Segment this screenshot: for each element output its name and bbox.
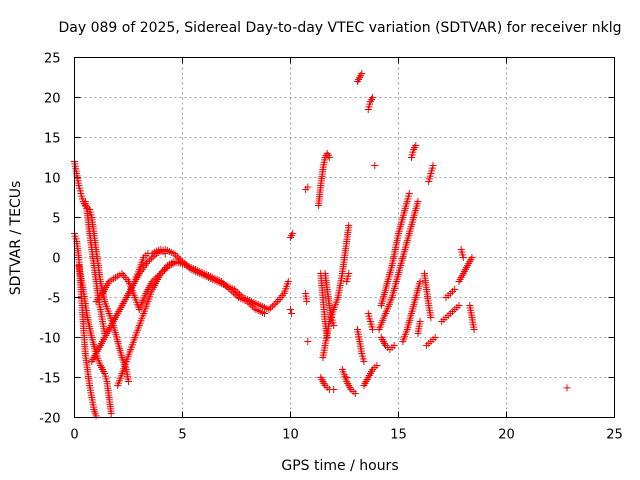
grid [74, 57, 615, 418]
data-point-marker [284, 278, 292, 285]
data-point-marker [360, 358, 368, 365]
data-point-marker [221, 281, 229, 289]
data-point-marker [330, 386, 338, 393]
x-tick-label: 15 [390, 428, 407, 443]
tick-labels: 0 5 10 15 20 25 -20 -15 -10 -5 0 5 10 15 20 25 [39, 52, 623, 443]
data-point-marker [223, 282, 231, 290]
data-point-marker [414, 198, 422, 205]
data-point-marker [416, 278, 424, 285]
data-point-marker [412, 142, 420, 149]
x-tick-label: 20 [498, 428, 515, 443]
data-point-marker [268, 302, 276, 310]
data-point-marker [289, 230, 297, 237]
data-point-marker [217, 278, 225, 285]
data-point-marker [345, 270, 353, 277]
data-point-marker [270, 301, 278, 309]
data-point-marker [161, 250, 169, 257]
data-point-marker [390, 342, 398, 349]
data-point-marker [325, 154, 333, 161]
data-point-marker [125, 378, 132, 385]
data-point-marker [451, 286, 459, 293]
data-point-marker [92, 412, 100, 420]
x-tick-label: 10 [282, 428, 299, 443]
data-point-marker [330, 322, 338, 329]
data-point-marker [304, 338, 312, 345]
data-point-marker [405, 190, 413, 197]
data-point-marker [261, 310, 269, 317]
data-point-marker [233, 292, 241, 300]
data-point-marker [173, 253, 181, 261]
data-point-marker [288, 310, 296, 317]
data-point-marker [245, 299, 253, 307]
data-point-marker [172, 251, 180, 259]
y-tick-label: -10 [39, 332, 60, 347]
data-point-marker [468, 254, 476, 261]
y-tick-label: 0 [52, 252, 60, 267]
data-point-marker [427, 314, 435, 321]
y-tick-label: -20 [39, 412, 60, 427]
data-point-marker [149, 253, 157, 261]
data-point-marker [179, 260, 186, 268]
y-axis-title: SDTVAR / TECUs [8, 181, 24, 296]
data-point-marker [231, 290, 239, 298]
data-point-marker [247, 301, 255, 309]
x-tick-label: 5 [178, 428, 186, 443]
plot-frame [74, 57, 615, 418]
data-point-marker [303, 298, 311, 305]
y-tick-label: -15 [39, 372, 60, 387]
data-point-marker [144, 258, 152, 265]
data-points [71, 70, 571, 420]
data-point-marker [287, 306, 294, 313]
axis-ticks [74, 57, 615, 418]
y-tick-label: 10 [44, 172, 61, 187]
x-tick-label: 0 [70, 428, 78, 443]
data-point-marker [147, 254, 155, 262]
data-point-marker [250, 304, 258, 312]
data-point-marker [343, 374, 351, 381]
data-point-marker [371, 162, 379, 169]
data-point-marker [358, 70, 366, 77]
data-point-marker [228, 287, 236, 295]
data-point-marker [226, 286, 234, 293]
data-point-marker [248, 302, 256, 310]
data-point-marker [459, 254, 467, 261]
data-point-marker [431, 334, 439, 341]
y-tick-label: 15 [44, 132, 61, 147]
data-point-marker [170, 250, 178, 257]
data-point-marker [146, 256, 154, 264]
y-tick-label: 25 [44, 52, 61, 67]
data-point-marker [107, 410, 115, 417]
y-tick-label: 5 [52, 212, 60, 227]
data-point-marker [369, 326, 377, 333]
y-tick-label: -5 [48, 292, 61, 307]
data-point-marker [470, 326, 478, 333]
data-point-marker [345, 222, 353, 229]
data-point-marker [373, 362, 381, 369]
chart-title: Day 089 of 2025, Sidereal Day-to-day VTE… [59, 20, 622, 36]
data-point-marker [219, 279, 227, 287]
x-tick-label: 25 [606, 428, 623, 443]
data-point-marker [267, 304, 275, 312]
data-point-marker [563, 384, 571, 392]
data-point-marker [224, 284, 232, 292]
x-axis-title: GPS time / hours [281, 458, 398, 474]
data-point-marker [369, 94, 377, 101]
data-point-marker [416, 318, 424, 325]
data-point-marker [175, 254, 183, 262]
data-point-marker [429, 162, 437, 169]
data-point-marker [304, 183, 312, 191]
data-point-marker [351, 390, 359, 397]
data-point-marker [243, 298, 251, 305]
data-point-marker [229, 289, 237, 297]
data-point-marker [265, 306, 273, 313]
data-point-marker [455, 302, 463, 309]
data-point-marker [272, 299, 280, 307]
y-tick-label: 20 [44, 92, 61, 107]
